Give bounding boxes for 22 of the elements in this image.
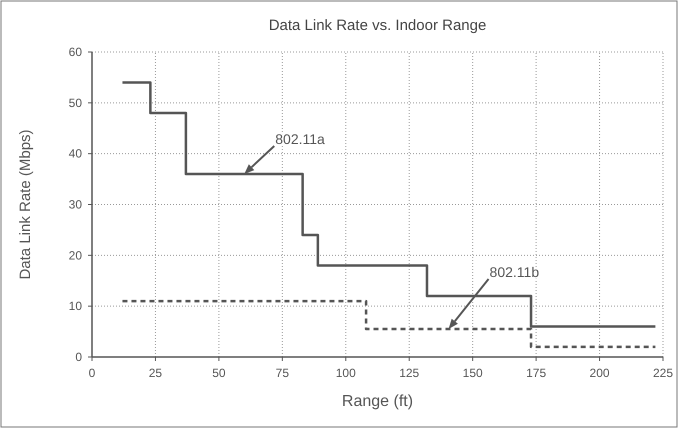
x-tick-label: 100 <box>336 366 356 380</box>
x-tick-label: 225 <box>652 366 674 380</box>
x-tick-label: 125 <box>399 366 420 380</box>
y-tick-label: 40 <box>68 146 82 161</box>
y-tick-label: 50 <box>68 96 82 110</box>
series-label: 802.11a <box>275 131 326 147</box>
x-tick-label: 150 <box>462 366 483 380</box>
x-tick-label: 75 <box>276 366 290 380</box>
x-tick-label: 50 <box>212 366 226 380</box>
y-tick-label: 20 <box>68 248 82 262</box>
x-axis-title: Range (ft) <box>342 393 414 410</box>
x-tick-label: 175 <box>526 366 546 380</box>
x-tick-label: 0 <box>88 366 96 380</box>
y-tick-label: 10 <box>68 299 82 314</box>
y-axis-title: Data Link Rate (Mbps) <box>17 129 34 280</box>
y-tick-label: 0 <box>75 350 82 364</box>
y-tick-label: 30 <box>68 198 82 212</box>
x-tick-label: 200 <box>590 366 610 380</box>
text: 802.11b <box>490 264 540 280</box>
chart-title: Data Link Rate vs. Indoor Range <box>268 17 486 34</box>
y-tick-label: 60 <box>68 45 82 59</box>
x-tick-label: 25 <box>148 366 162 380</box>
